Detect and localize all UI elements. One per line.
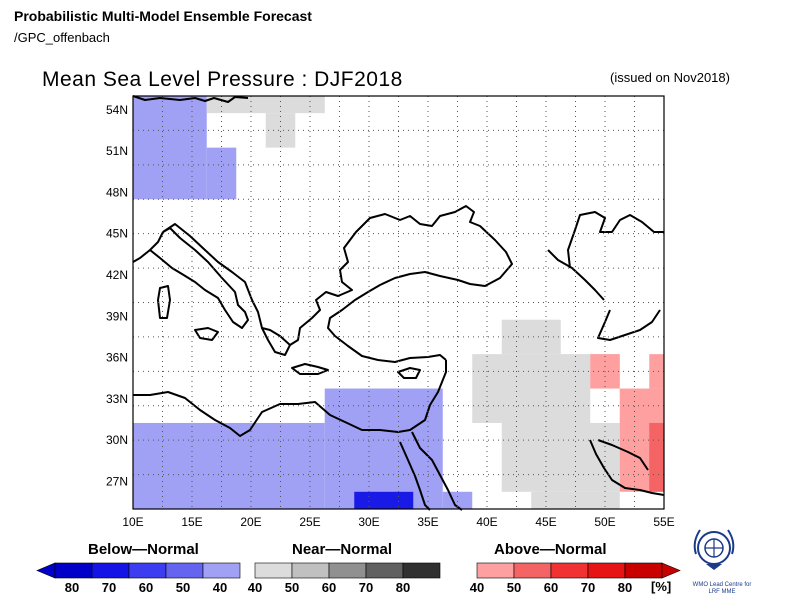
wmo-logo-text: WMO Lead Centre for LRF MME xyxy=(692,582,752,595)
issued-date: (issued on Nov2018) xyxy=(610,70,730,85)
prob-cell-below-40 xyxy=(133,422,325,509)
legend-above-swatch xyxy=(513,562,552,579)
lon-tick-label: 30E xyxy=(358,515,379,529)
lon-tick-label: 25E xyxy=(299,515,320,529)
source-label: /GPC_offenbach xyxy=(14,30,110,45)
lat-tick-label: 45N xyxy=(106,227,128,241)
prob-cell-below-60 xyxy=(354,491,414,509)
legend-below-label: 70 xyxy=(101,580,117,595)
lon-tick-label: 20E xyxy=(240,515,261,529)
legend-below-label: 50 xyxy=(175,580,191,595)
legend-near-swatch xyxy=(402,562,441,579)
coastline-persian-gulf xyxy=(589,439,665,496)
probability-cells xyxy=(133,96,664,509)
prob-cell-below-40 xyxy=(324,388,443,509)
legend-near-swatch xyxy=(365,562,404,579)
legend-below-swatch xyxy=(202,562,241,579)
legend-near-swatch xyxy=(291,562,330,579)
lat-tick-label: 30N xyxy=(106,433,128,447)
legend-below-label: 80 xyxy=(64,580,80,595)
coastline-peloponnese xyxy=(261,327,291,356)
legend-below-label: 40 xyxy=(212,580,228,595)
lon-tick-label: 55E xyxy=(653,515,674,529)
lon-tick-label: 40E xyxy=(476,515,497,529)
legend-above-label: 50 xyxy=(506,580,522,595)
lat-tick-label: 39N xyxy=(106,309,128,323)
coastline-caspian xyxy=(567,211,664,341)
longitude-labels: 10E 15E 20E 25E 30E 35E 40E 45E 50E 55E xyxy=(122,515,674,529)
legend-above-swatch xyxy=(476,562,515,579)
lat-tick-label: 42N xyxy=(106,268,128,282)
coastline-sicily xyxy=(194,327,219,341)
legend-above-swatch xyxy=(624,562,663,579)
legend-near-label: 80 xyxy=(395,580,411,595)
legend-near-label: 40 xyxy=(247,580,263,595)
lon-tick-label: 35E xyxy=(417,515,438,529)
prob-cell-near xyxy=(501,319,561,355)
legend-arrow-right xyxy=(661,562,681,579)
prob-cell-below-40 xyxy=(133,96,207,200)
coastline-europe xyxy=(132,95,249,103)
coastlines xyxy=(132,95,665,511)
legend-unit: [%] xyxy=(651,579,672,594)
lat-tick-label: 48N xyxy=(106,185,128,199)
legend-near-swatch xyxy=(254,562,293,579)
lon-tick-label: 45E xyxy=(535,515,556,529)
legend-above-label: 70 xyxy=(580,580,596,595)
legend-above-swatch xyxy=(550,562,589,579)
prob-cell-near xyxy=(206,96,325,114)
wmo-logo-icon xyxy=(693,529,735,570)
lon-tick-label: 10E xyxy=(122,515,143,529)
legend-near-swatch xyxy=(328,562,367,579)
legend-above-title: Above—Normal xyxy=(494,541,607,558)
legend-above-label: 40 xyxy=(469,580,485,595)
lat-tick-label: 51N xyxy=(106,144,128,158)
legend-above-swatch xyxy=(587,562,626,579)
legend-near-label: 70 xyxy=(358,580,374,595)
map-frame xyxy=(132,95,665,510)
lat-tick-label: 36N xyxy=(106,351,128,365)
lat-tick-label: 54N xyxy=(106,103,128,117)
legend-above-label: 80 xyxy=(617,580,633,595)
legend-near-label: 50 xyxy=(284,580,300,595)
prob-cell-near xyxy=(501,422,620,492)
legend-below-label: 60 xyxy=(138,580,154,595)
prob-cell-above-50 xyxy=(649,422,664,492)
coastline-sardinia xyxy=(157,285,171,319)
coastline-caucasus xyxy=(547,249,605,301)
product-title: Probabilistic Multi-Model Ensemble Forec… xyxy=(14,8,312,24)
prob-cell-near xyxy=(531,491,620,509)
latitude-labels: 54N 51N 48N 45N 42N 39N 36N 33N 30N 27N xyxy=(106,103,128,489)
legend-below-swatch xyxy=(165,562,204,579)
legend-near-title: Near—Normal xyxy=(292,541,393,558)
prob-cell-near xyxy=(472,354,591,423)
coastline-red-sea xyxy=(399,431,463,511)
legend-arrow-left xyxy=(36,562,56,579)
coastline-italy xyxy=(132,227,249,329)
map-title: Mean Sea Level Pressure : DJF2018 xyxy=(42,68,403,91)
prob-cell-above-40 xyxy=(649,354,664,389)
lat-tick-label: 27N xyxy=(106,474,128,488)
legend-below-swatch xyxy=(54,562,93,579)
lon-tick-label: 15E xyxy=(181,515,202,529)
lon-tick-label: 50E xyxy=(594,515,615,529)
legend-below-title: Below—Normal xyxy=(88,541,199,558)
coastline-cyprus xyxy=(397,367,421,379)
coastline-north-africa xyxy=(133,360,447,437)
lat-tick-label: 33N xyxy=(106,392,128,406)
legend-colorbar xyxy=(36,562,681,579)
legend-below-swatch xyxy=(128,562,167,579)
coastline-crete xyxy=(291,363,329,375)
prob-cell-near xyxy=(265,113,296,148)
legend-near-label: 60 xyxy=(321,580,337,595)
legend-below-swatch xyxy=(91,562,130,579)
legend-above-label: 60 xyxy=(543,580,559,595)
coastline-balkans xyxy=(162,205,513,363)
